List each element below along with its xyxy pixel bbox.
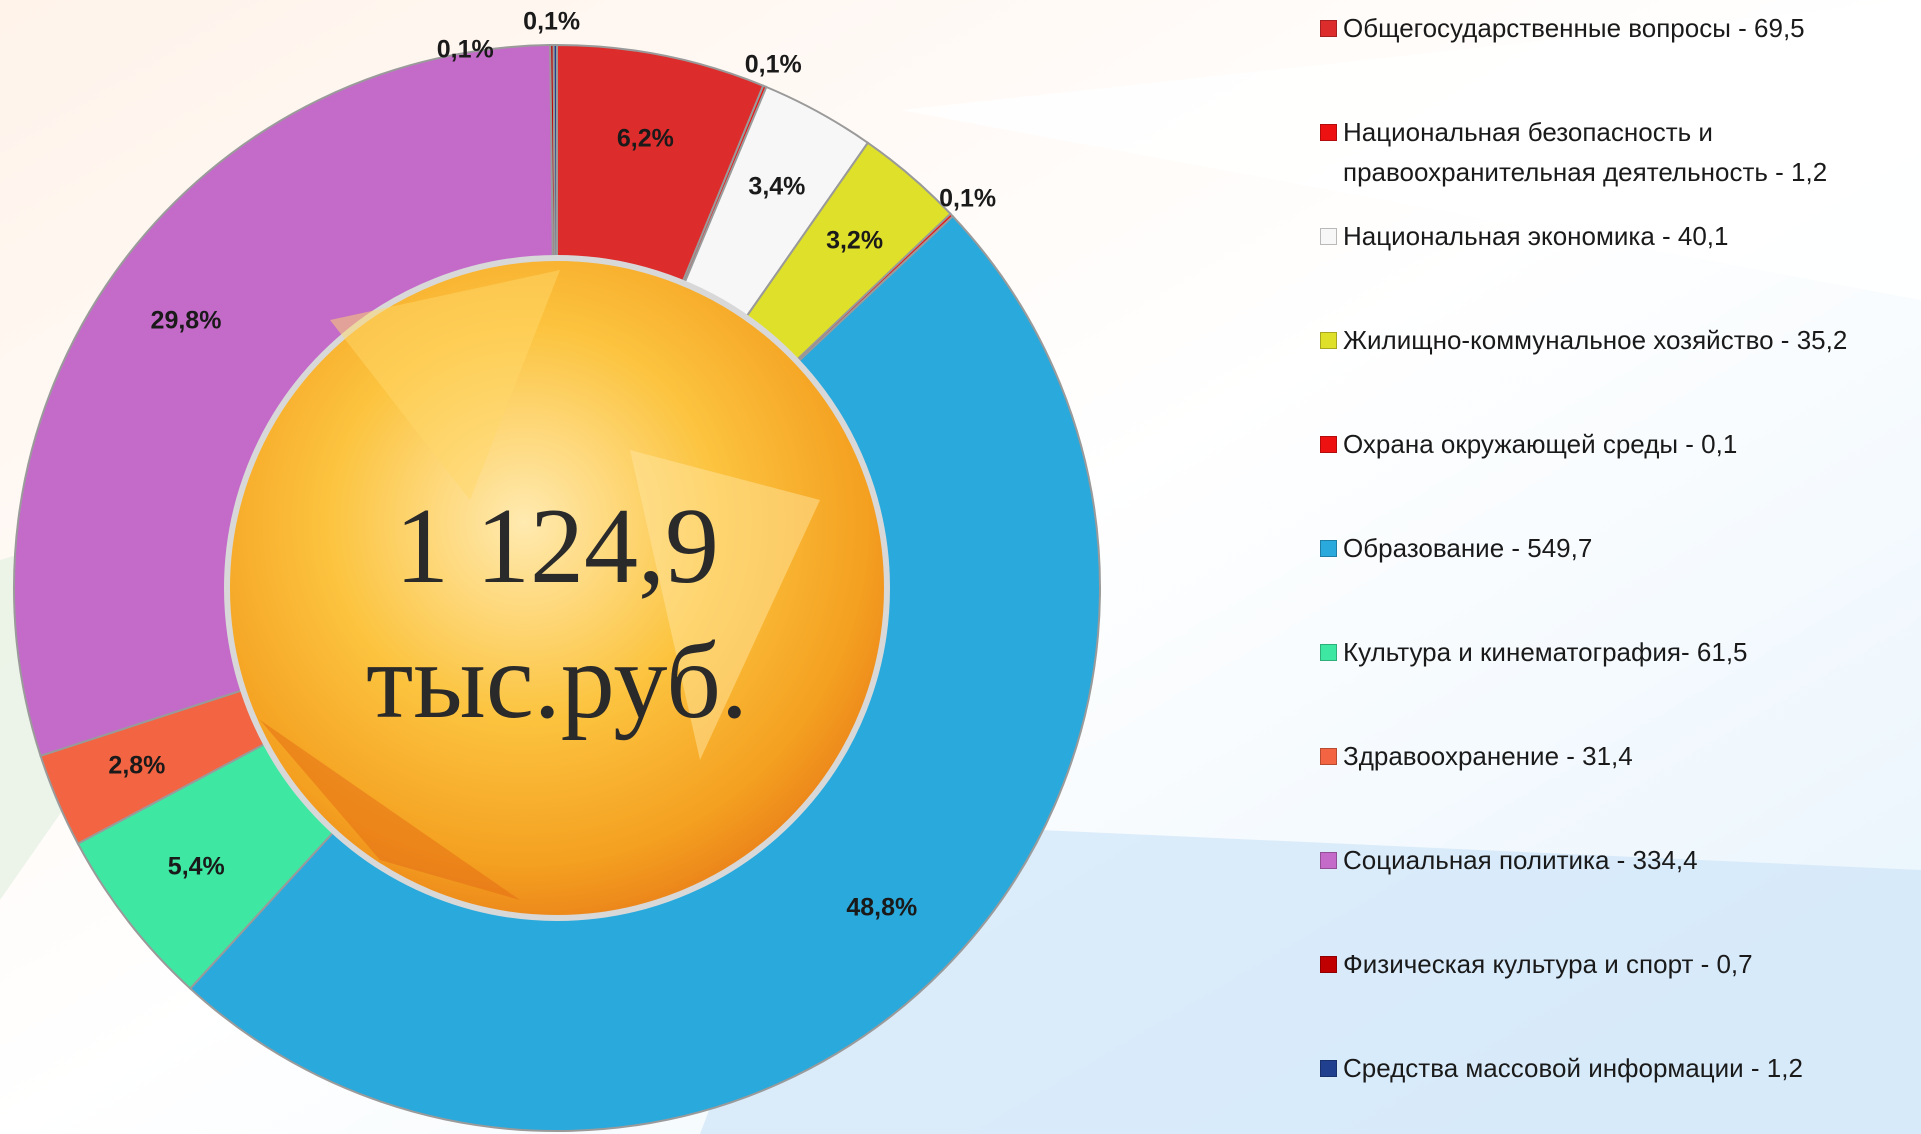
data-label: 48,8%: [846, 893, 917, 921]
data-label: 29,8%: [151, 307, 222, 335]
data-label: 3,4%: [748, 173, 805, 201]
donut-segment: [554, 45, 557, 258]
legend-item: Здравоохранение - 31,4: [1320, 736, 1900, 776]
page-body: {"chart_data": {"type": "donut", "catego…: [0, 0, 1921, 1134]
legend-item: Образование - 549,7: [1320, 528, 1900, 568]
legend-item: Национальная безопасность и правоохранит…: [1320, 112, 1900, 192]
legend-label: Здравоохранение - 31,4: [1343, 736, 1633, 776]
data-label: 6,2%: [617, 125, 674, 153]
legend-item: Охрана окружающей среды - 0,1: [1320, 424, 1900, 464]
legend-swatch: [1320, 852, 1337, 869]
legend-swatch: [1320, 332, 1337, 349]
data-label: 3,2%: [826, 226, 883, 254]
legend-label: Образование - 549,7: [1343, 528, 1592, 568]
legend-item: Социальная политика - 334,4: [1320, 840, 1900, 880]
page: html, body { margin: 0; padding: 0; widt…: [0, 0, 1921, 1134]
center-label: тыс.руб.: [366, 622, 748, 741]
legend-swatch: [1320, 436, 1337, 453]
legend-label: Средства массовой информации - 1,2: [1343, 1048, 1803, 1088]
data-label: 0,1%: [745, 51, 802, 79]
data-label: 5,4%: [168, 852, 225, 880]
legend-swatch: [1320, 20, 1337, 37]
legend-item: Культура и кинематография- 61,5: [1320, 632, 1900, 672]
legend-swatch: [1320, 1060, 1337, 1077]
legend-label: Охрана окружающей среды - 0,1: [1343, 424, 1737, 464]
legend-label: Социальная политика - 334,4: [1343, 840, 1698, 880]
legend-label: Национальная экономика - 40,1: [1343, 216, 1729, 256]
legend-label: Культура и кинематография- 61,5: [1343, 632, 1748, 672]
legend-swatch: [1320, 748, 1337, 765]
data-label: 0,1%: [523, 8, 580, 36]
data-label: 2,8%: [108, 751, 165, 779]
legend-item: Средства массовой информации - 1,2: [1320, 1048, 1900, 1088]
legend-item: Физическая культура и спорт - 0,7: [1320, 944, 1900, 984]
data-label: 0,1%: [939, 185, 996, 213]
legend-swatch: [1320, 124, 1337, 141]
legend-item: Общегосударственные вопросы - 69,5: [1320, 8, 1900, 48]
legend-label: Жилищно-коммунальное хозяйство - 35,2: [1343, 320, 1847, 360]
legend-label: Национальная безопасность и правоохранит…: [1343, 112, 1863, 192]
legend-swatch: [1320, 956, 1337, 973]
legend-swatch: [1320, 540, 1337, 557]
legend-item: Жилищно-коммунальное хозяйство - 35,2: [1320, 320, 1900, 360]
legend-item: Национальная экономика - 40,1: [1320, 216, 1900, 256]
legend-label: Общегосударственные вопросы - 69,5: [1343, 8, 1805, 48]
data-label: 0,1%: [437, 36, 494, 64]
legend-swatch: [1320, 644, 1337, 661]
legend-label: Физическая культура и спорт - 0,7: [1343, 944, 1753, 984]
center-label: 1 124,9: [395, 487, 719, 606]
legend-swatch: [1320, 228, 1337, 245]
